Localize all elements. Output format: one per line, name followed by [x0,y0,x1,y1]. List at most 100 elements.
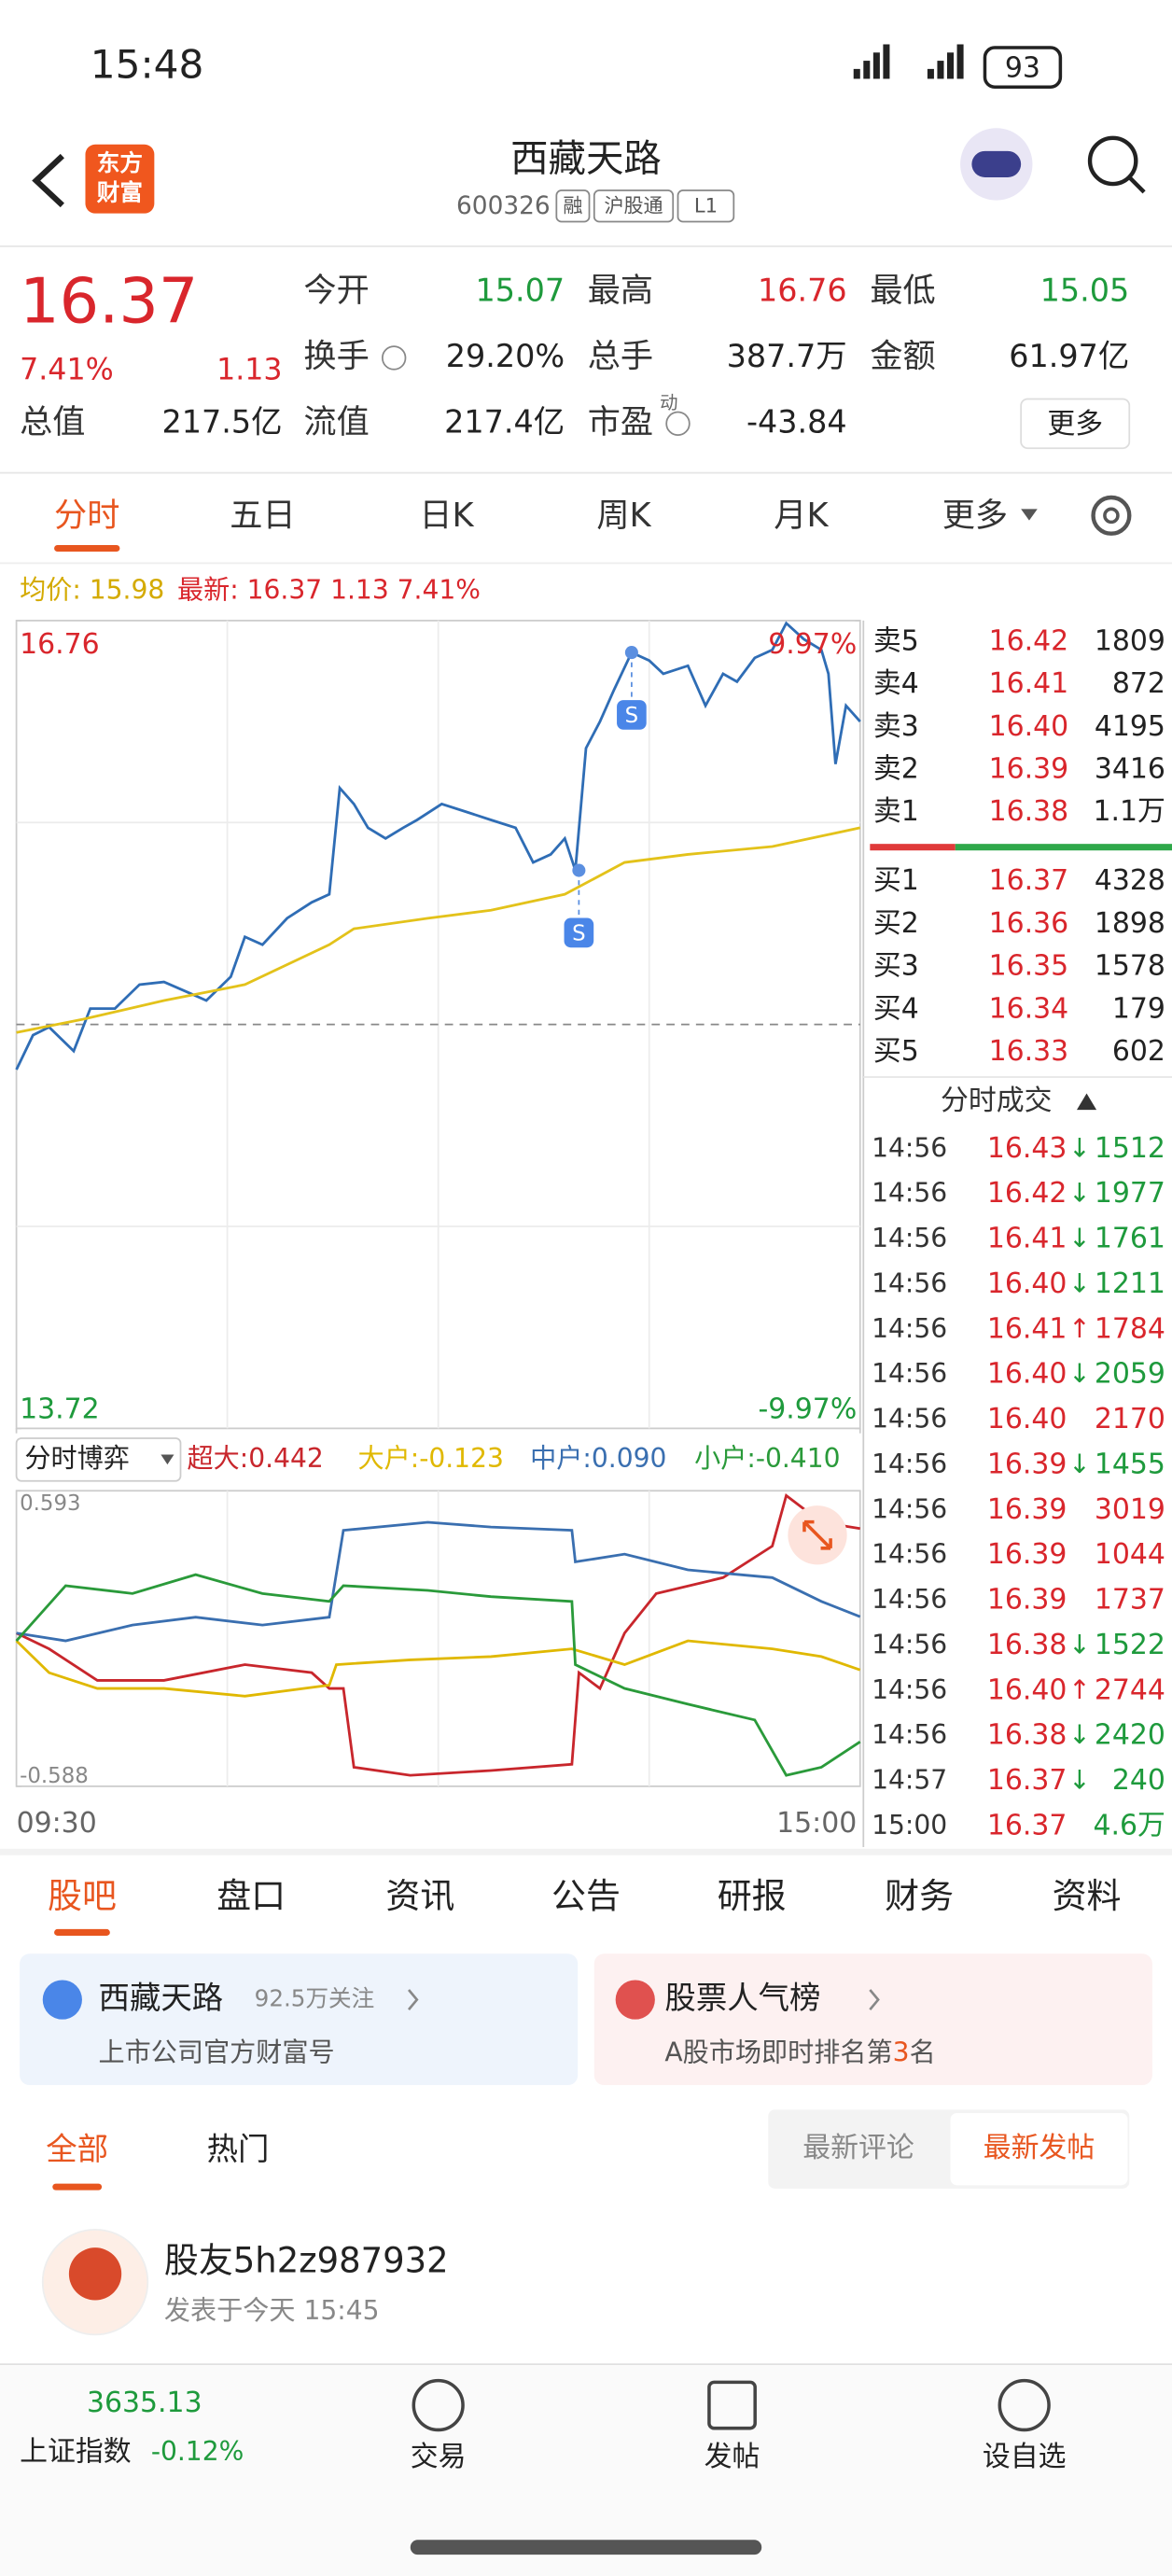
book-price: 16.35 [989,950,1069,983]
nav-icon [998,2378,1051,2432]
trade-price: 16.41 [987,1223,1067,1255]
settings-button[interactable] [1091,495,1132,536]
trades-title: 分时成交 [941,1085,1053,1117]
nav-icon [412,2378,465,2432]
trade-volume: 1784 [1095,1312,1165,1345]
dropdown-arrow [1021,509,1038,521]
field-label: 总手 [588,337,653,375]
section-tab[interactable]: 研报 [718,1876,787,1916]
back-button[interactable] [32,153,64,208]
card-title: 西藏天路 [99,1980,224,2016]
book-price: 16.42 [989,624,1069,657]
chart-tab[interactable]: 周K [596,497,651,535]
feed-tab[interactable]: 热门 [207,2131,270,2167]
trade-volume: 1522 [1095,1629,1165,1661]
trade-time: 14:56 [872,1674,947,1705]
change-amount: 1.13 [216,354,283,387]
book-price: 16.41 [989,667,1069,700]
marker-label: S [572,922,586,946]
stock-tag: 融 [563,194,582,217]
series-line [16,826,861,1034]
card-subtitle-part: A股市场即时排名第 [664,2037,892,2068]
avatar-figure [68,2247,122,2301]
ranking-card[interactable] [593,1953,1152,2086]
section-tab[interactable]: 盘口 [216,1876,286,1916]
trade-price: 16.40 [987,1403,1067,1435]
trade-time: 14:56 [872,1629,947,1659]
stock-code: 600326 [456,192,551,220]
signal-bar [927,68,934,79]
y2-tick-label: 9.97% [768,628,857,661]
book-label: 卖5 [873,624,919,657]
nav-item[interactable]: 设自选 [983,2441,1067,2473]
y-tick-label: 16.76 [20,628,100,661]
field-value: 387.7万 [727,338,847,374]
tab-underline [54,545,120,553]
series-line [15,1492,860,1777]
trade-volume: 2059 [1095,1358,1165,1391]
chart-tab[interactable]: 更多 [942,497,1008,535]
avatar-face [971,150,1022,177]
trade-time: 14:56 [872,1449,947,1479]
chart-tab[interactable]: 日K [419,497,474,535]
field-value: 217.5亿 [162,403,283,440]
trade-volume: 1512 [1095,1132,1165,1165]
nav-item[interactable]: 交易 [411,2441,467,2473]
trade-time: 14:56 [872,1404,947,1435]
section-tab[interactable]: 资料 [1053,1876,1122,1916]
chart-tab[interactable]: 分时 [54,497,119,535]
book-volume: 1898 [1095,907,1165,940]
trade-time: 14:56 [872,1719,947,1750]
sort-button[interactable]: 最新评论 [802,2132,914,2164]
tab-underline [54,1928,110,1936]
company-card[interactable] [20,1953,579,2086]
section-tab[interactable]: 公告 [551,1876,621,1916]
trade-volume: 3019 [1095,1493,1165,1526]
stock-tag: 沪股通 [604,194,663,217]
section-tab[interactable]: 财务 [885,1876,954,1916]
field-label: 最高 [588,272,653,310]
home-indicator [410,2540,762,2555]
card-icon [615,1980,655,2020]
stock-name: 西藏天路 [510,135,662,180]
nav-item[interactable]: 发帖 [705,2441,760,2473]
card-title: 股票人气榜 [664,1980,820,2016]
trades-toggle[interactable] [1076,1093,1097,1111]
trade-direction: ↓ [1068,1132,1091,1163]
book-label: 买4 [873,992,919,1025]
post-author: 股友5h2z987932 [164,2241,449,2281]
sort-button[interactable]: 最新发帖 [984,2132,1095,2164]
tab-underline [52,2183,103,2191]
nav-icon [707,2380,757,2430]
field-label: 今开 [303,272,369,310]
chart-tab[interactable]: 月K [774,497,829,535]
signal-bar [872,52,880,79]
flow-dropdown[interactable] [15,1437,182,1482]
field-value: -43.84 [746,403,847,440]
book-label: 买2 [873,907,919,940]
chart-tab[interactable]: 五日 [230,497,295,535]
more-button[interactable] [1020,398,1131,450]
legend-entry: 大户:-0.123 [357,1443,503,1474]
info-icon [381,345,407,371]
trade-volume: 1211 [1095,1267,1165,1300]
post-time: 发表于今天 15:45 [164,2295,380,2326]
card-subtitle: A股市场即时排名第3名 [664,2037,935,2068]
tag-box [555,189,591,223]
trade-volume: 1455 [1095,1448,1165,1480]
feed-tab[interactable]: 全部 [46,2131,108,2167]
trade-time: 14:56 [872,1584,947,1615]
trade-time: 14:56 [872,1539,947,1570]
more-button-label: 更多 [1047,408,1103,441]
logo-text: 东方 [97,149,143,176]
search-button[interactable] [1087,135,1138,187]
trade-price: 16.41 [987,1312,1067,1345]
section-tab[interactable]: 资讯 [385,1876,454,1916]
section-tab[interactable]: 股吧 [48,1876,117,1916]
signal-bar [947,52,955,79]
series-line [15,621,861,1071]
change-percent: 7.41% [20,354,114,387]
book-label: 卖4 [873,667,919,700]
tag-box [593,189,675,223]
